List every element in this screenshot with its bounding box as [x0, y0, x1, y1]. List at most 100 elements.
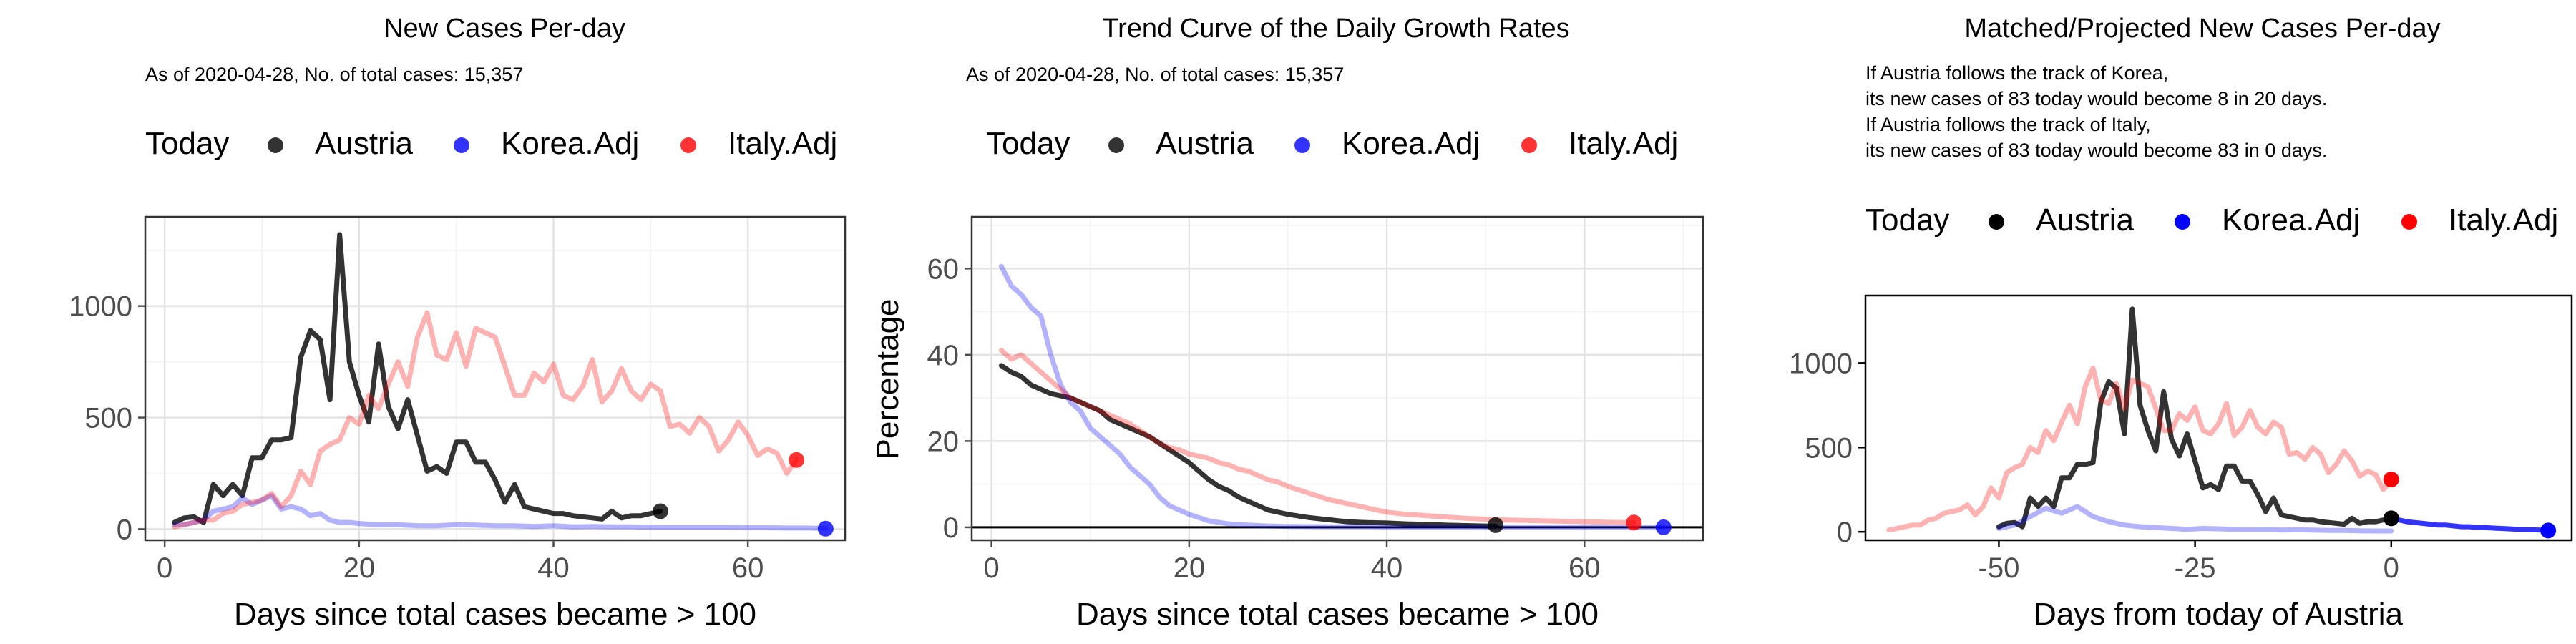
series-line-korea-adj: [172, 493, 829, 531]
x-tick-label: 0: [983, 552, 999, 584]
y-tick-label: 1000: [1789, 348, 1853, 379]
legend-label-austria: Austria: [2036, 203, 2134, 238]
legend-label-austria: Austria: [315, 126, 413, 161]
x-tick-label: 20: [1174, 552, 1206, 584]
today-point-italy-adj: [789, 452, 805, 468]
y-tick-label: 500: [84, 403, 132, 434]
x-tick-label: 0: [157, 552, 172, 584]
y-axis-ticks: 0 500 1000: [69, 291, 145, 545]
y-tick-label: 1000: [69, 291, 132, 323]
y-axis-ticks: 0 500 1000: [1789, 348, 1865, 548]
x-axis-title: Days since total cases became > 100: [234, 597, 756, 632]
series-line-austria: [1996, 306, 2394, 530]
chart-subtitle: As of 2020-04-28, No. of total cases: 15…: [966, 64, 1344, 85]
legend-label-italy: Italy.Adj: [1568, 126, 1678, 161]
x-axis-ticks: -50 -25 0: [1979, 540, 2399, 584]
y-tick-label: 0: [117, 514, 132, 545]
series-line-austria: [998, 363, 1498, 529]
panel-projected-cases: Matched/Projected New Cases Per-day If A…: [1789, 14, 2573, 632]
series-lines: [1886, 306, 2551, 534]
series-lines: [172, 232, 829, 531]
x-axis-title: Days since total cases became > 100: [1076, 597, 1599, 632]
today-point-austria: [2383, 510, 2399, 527]
plot-area: [1865, 296, 2572, 540]
y-tick-label: 60: [927, 253, 960, 285]
legend-title: Today: [1865, 203, 1949, 238]
series-line-italy-adj: [172, 310, 799, 530]
legend-title: Today: [986, 126, 1070, 161]
series-line-italy-adj: [998, 348, 1636, 525]
today-point-italy-adj: [1626, 514, 1642, 531]
legend-label-korea: Korea.Adj: [2222, 203, 2360, 238]
today-point-austria: [1487, 517, 1503, 533]
legend: Today Austria Korea.Adj Italy.Adj: [1865, 203, 2558, 238]
y-axis-title: Percentage: [870, 298, 905, 459]
today-point-korea-adj: [2540, 522, 2557, 539]
legend-key-korea: [1294, 137, 1310, 153]
chart-title: New Cases Per-day: [384, 14, 625, 44]
today-point-austria: [652, 503, 668, 519]
projection-note-line-2: its new cases of 83 today would become 8…: [1865, 88, 2327, 109]
y-axis-ticks: 0 20 40 60: [927, 253, 972, 544]
x-tick-label: 20: [343, 552, 376, 584]
today-points: [652, 452, 834, 537]
today-point-korea-adj: [1655, 519, 1672, 535]
x-axis-title: Days from today of Austria: [2034, 597, 2404, 632]
plot-border: [970, 215, 1704, 542]
legend-key-korea: [2175, 214, 2190, 230]
legend: Today Austria Korea.Adj Italy.Adj: [986, 126, 1678, 161]
series-line-italy-adj: [1886, 365, 2394, 533]
grid: [972, 217, 1703, 540]
y-tick-label: 500: [1805, 432, 1853, 464]
series-lines: [998, 263, 1667, 530]
legend: Today Austria Korea.Adj Italy.Adj: [145, 126, 837, 161]
legend-key-korea: [454, 137, 469, 153]
legend-label-korea: Korea.Adj: [501, 126, 639, 161]
today-points: [2383, 472, 2557, 539]
x-tick-label: 60: [732, 552, 764, 584]
plot-border: [144, 215, 847, 542]
legend-label-korea: Korea.Adj: [1342, 126, 1480, 161]
legend-label-italy: Italy.Adj: [728, 126, 837, 161]
x-axis-ticks: 0 20 40 60: [983, 540, 1601, 584]
legend-key-austria: [268, 137, 283, 153]
series-line-korea-adj: [1996, 504, 2394, 534]
projection-note-line-1: If Austria follows the track of Korea,: [1865, 62, 2168, 84]
today-points: [1487, 514, 1672, 535]
legend-label-italy: Italy.Adj: [2449, 203, 2558, 238]
plot-border: [1864, 294, 2573, 542]
chart-title: Matched/Projected New Cases Per-day: [1964, 14, 2440, 44]
x-tick-label: 40: [1371, 552, 1403, 584]
y-tick-label: 40: [927, 340, 960, 371]
y-tick-label: 0: [943, 512, 959, 544]
series-line-korea-adj: [998, 263, 1667, 530]
plot-area: [145, 217, 845, 540]
legend-key-italy: [2401, 214, 2417, 230]
x-tick-label: 0: [2384, 552, 2399, 584]
panel-new-cases: New Cases Per-day As of 2020-04-28, No. …: [69, 14, 847, 632]
x-tick-label: 60: [1568, 552, 1601, 584]
panel-growth-rates: Trend Curve of the Daily Growth Rates As…: [870, 14, 1704, 632]
projection-note-line-4: its new cases of 83 today would become 8…: [1865, 140, 2327, 161]
today-point-korea-adj: [817, 520, 834, 537]
series-line-korea-adj-projected: [2389, 515, 2551, 533]
x-axis-ticks: 0 20 40 60: [157, 540, 763, 584]
legend-key-austria: [1108, 137, 1124, 153]
today-point-italy-adj: [2383, 472, 2399, 488]
x-tick-label: 40: [537, 552, 570, 584]
series-line-austria: [172, 232, 663, 525]
legend-title: Today: [145, 126, 229, 161]
chart-title: Trend Curve of the Daily Growth Rates: [1102, 14, 1569, 44]
legend-key-austria: [1989, 214, 2004, 230]
y-tick-label: 0: [1837, 517, 1853, 548]
legend-key-italy: [680, 137, 696, 153]
x-tick-label: -25: [2175, 552, 2216, 584]
legend-key-italy: [1521, 137, 1537, 153]
plot-area: [972, 217, 1703, 540]
chart-subtitle: As of 2020-04-28, No. of total cases: 15…: [145, 64, 523, 85]
x-tick-label: -50: [1979, 552, 2020, 584]
grid: [145, 217, 845, 540]
projection-note-line-3: If Austria follows the track of Italy,: [1865, 114, 2151, 135]
legend-label-austria: Austria: [1156, 126, 1254, 161]
